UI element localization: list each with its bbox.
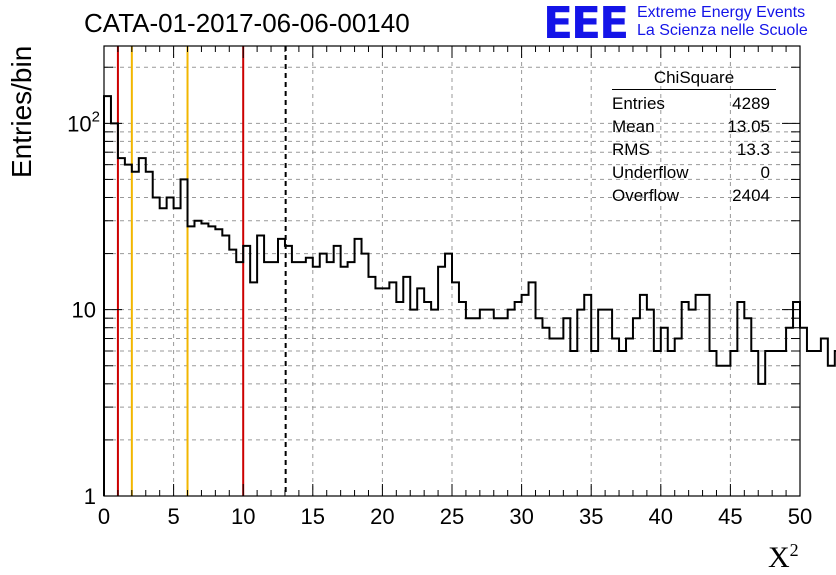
- stats-row-rms: RMS 13.3: [612, 140, 770, 159]
- x-tick-label: 45: [718, 504, 742, 529]
- x-tick-label: 10: [231, 504, 255, 529]
- x-tick-label: 30: [509, 504, 533, 529]
- x-tick-label: 5: [167, 504, 179, 529]
- stats-row-entries: Entries 4289: [612, 94, 770, 113]
- stats-box: ChiSquare Entries 4289 Mean 13.05 RMS 13.3 …: [612, 68, 776, 207]
- x-tick-label: 35: [579, 504, 603, 529]
- y-tick-label: 1: [84, 484, 96, 509]
- x-tick-label: 0: [98, 504, 110, 529]
- stats-row-overflow: Overflow 2404: [612, 186, 770, 205]
- histogram-series: [103, 95, 836, 496]
- stats-title: ChiSquare: [612, 68, 776, 90]
- x-tick-label: 50: [788, 504, 812, 529]
- logo-text-line1: Extreme Energy Events: [637, 4, 806, 21]
- stats-row-mean: Mean 13.05: [612, 117, 770, 136]
- logo-text-line2: La Scienza nelle Scuole: [637, 22, 808, 39]
- x-tick-label: 15: [301, 504, 325, 529]
- run-title: CATA-01-2017-06-06-00140: [84, 8, 410, 38]
- y-tick-label: 10: [72, 298, 96, 323]
- y-tick-label: 102: [67, 108, 100, 136]
- eee-logo: EEE: [543, 0, 629, 49]
- x-axis-label: X2: [768, 540, 799, 574]
- x-tick-label: 20: [370, 504, 394, 529]
- x-tick-label: 40: [649, 504, 673, 529]
- stats-row-underflow: Underflow 0: [612, 163, 770, 182]
- x-tick-label: 25: [440, 504, 464, 529]
- y-axis-label: Entries/bin: [6, 45, 37, 178]
